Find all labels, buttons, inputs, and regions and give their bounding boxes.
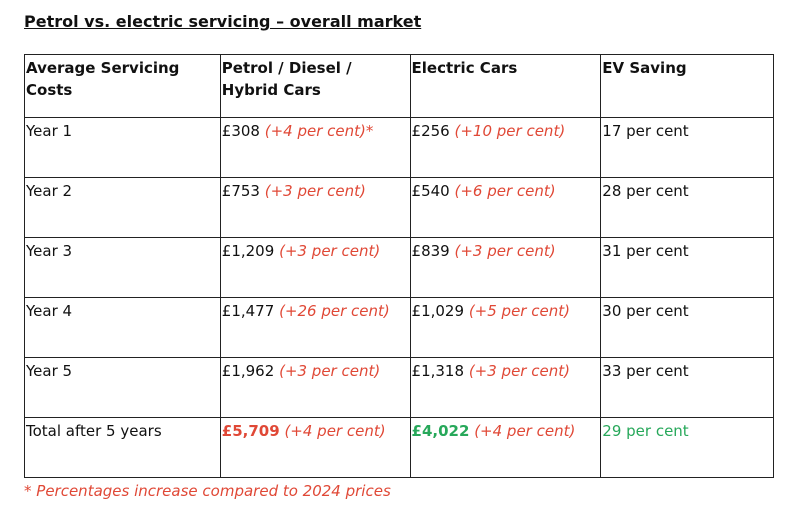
petrol-cost-change: (+3 per cent) — [279, 242, 381, 260]
table-row: Year 4 £1,477 (+26 per cent) £1,029 (+5 … — [24, 297, 774, 358]
petrol-cost-cell: £1,477 (+26 per cent) — [219, 297, 411, 358]
petrol-total-change: (+4 per cent) — [284, 422, 386, 440]
ev-saving-cell: 33 per cent — [600, 357, 774, 418]
column-header-ev-saving: EV Saving — [600, 54, 774, 118]
table-header-row: Average Servicing Costs Petrol / Diesel … — [24, 54, 774, 118]
ev-total-saving: 29 per cent — [600, 417, 774, 478]
petrol-cost-change: (+26 per cent) — [279, 302, 390, 320]
ev-cost-value: £1,318 — [411, 362, 465, 380]
total-label: Total after 5 years — [24, 417, 221, 478]
petrol-cost-cell: £1,209 (+3 per cent) — [219, 237, 411, 298]
petrol-cost-value: £1,962 — [221, 362, 275, 380]
ev-cost-cell: £256 (+10 per cent) — [409, 117, 602, 178]
ev-saving-cell: 31 per cent — [600, 237, 774, 298]
petrol-cost-cell: £1,962 (+3 per cent) — [219, 357, 411, 418]
table-row: Year 1 £308 (+4 per cent)* £256 (+10 per… — [24, 117, 774, 178]
row-label: Year 2 — [24, 177, 221, 238]
petrol-cost-value: £1,477 — [221, 302, 275, 320]
ev-cost-change: (+3 per cent) — [468, 362, 570, 380]
row-label: Year 4 — [24, 297, 221, 358]
petrol-cost-change: (+3 per cent) — [264, 182, 366, 200]
petrol-cost-cell: £308 (+4 per cent)* — [219, 117, 411, 178]
petrol-cost-cell: £753 (+3 per cent) — [219, 177, 411, 238]
ev-cost-value: £839 — [411, 242, 450, 260]
column-header-petrol: Petrol / Diesel / Hybrid Cars — [219, 54, 411, 118]
ev-cost-change: (+5 per cent) — [468, 302, 570, 320]
ev-cost-value: £256 — [411, 122, 450, 140]
ev-saving-cell: 17 per cent — [600, 117, 774, 178]
ev-cost-cell: £839 (+3 per cent) — [409, 237, 602, 298]
petrol-cost-value: £308 — [221, 122, 260, 140]
ev-total-value: £4,022 — [411, 422, 470, 440]
table-row: Year 3 £1,209 (+3 per cent) £839 (+3 per… — [24, 237, 774, 298]
servicing-cost-table: Average Servicing Costs Petrol / Diesel … — [24, 54, 774, 478]
ev-cost-cell: £1,318 (+3 per cent) — [409, 357, 602, 418]
petrol-cost-value: £753 — [221, 182, 260, 200]
ev-cost-change: (+10 per cent) — [454, 122, 566, 140]
ev-cost-cell: £540 (+6 per cent) — [409, 177, 602, 238]
petrol-cost-value: £1,209 — [221, 242, 275, 260]
ev-cost-value: £1,029 — [411, 302, 465, 320]
table-row: Year 2 £753 (+3 per cent) £540 (+6 per c… — [24, 177, 774, 238]
row-label: Year 1 — [24, 117, 221, 178]
ev-saving-cell: 30 per cent — [600, 297, 774, 358]
petrol-cost-change: (+4 per cent)* — [264, 122, 374, 140]
table-row: Year 5 £1,962 (+3 per cent) £1,318 (+3 p… — [24, 357, 774, 418]
ev-saving-cell: 28 per cent — [600, 177, 774, 238]
petrol-total-cell: £5,709 (+4 per cent) — [219, 417, 411, 478]
footnote: * Percentages increase compared to 2024 … — [24, 482, 391, 500]
ev-cost-change: (+6 per cent) — [454, 182, 556, 200]
petrol-total-value: £5,709 — [221, 422, 280, 440]
ev-total-cell: £4,022 (+4 per cent) — [409, 417, 602, 478]
ev-cost-cell: £1,029 (+5 per cent) — [409, 297, 602, 358]
row-label: Year 3 — [24, 237, 221, 298]
row-label: Year 5 — [24, 357, 221, 418]
ev-cost-value: £540 — [411, 182, 450, 200]
page-title: Petrol vs. electric servicing – overall … — [24, 12, 422, 31]
column-header-electric: Electric Cars — [409, 54, 602, 118]
petrol-cost-change: (+3 per cent) — [279, 362, 381, 380]
total-row: Total after 5 years £5,709 (+4 per cent)… — [24, 417, 774, 478]
ev-total-change: (+4 per cent) — [474, 422, 576, 440]
ev-cost-change: (+3 per cent) — [454, 242, 556, 260]
column-header-average-costs: Average Servicing Costs — [24, 54, 221, 118]
